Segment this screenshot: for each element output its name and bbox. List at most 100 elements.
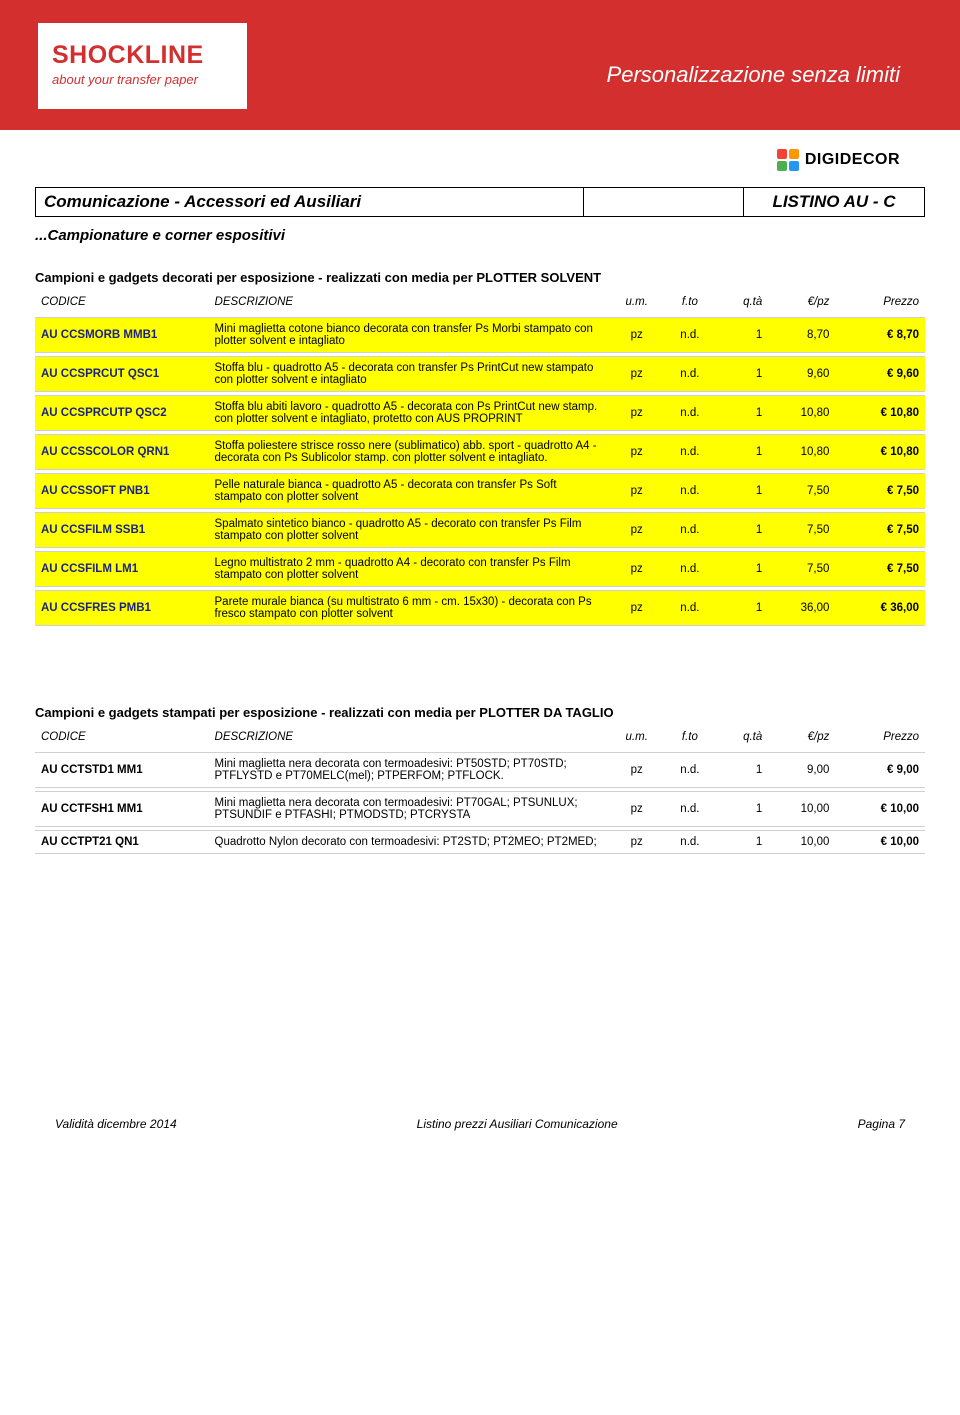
price-table-1: CODICE DESCRIZIONE u.m. f.to q.tà €/pz P… bbox=[35, 289, 925, 629]
cell-code: AU CCSPRCUTP QSC2 bbox=[35, 395, 209, 431]
cell-qta: 1 bbox=[718, 434, 768, 470]
cell-fto: n.d. bbox=[662, 791, 718, 827]
table-row: AU CCTSTD1 MM1Mini maglietta nera decora… bbox=[35, 752, 925, 788]
col-codice: CODICE bbox=[35, 292, 209, 314]
cell-desc: Mini maglietta cotone bianco decorata co… bbox=[209, 317, 612, 353]
cell-desc: Stoffa poliestere strisce rosso nere (su… bbox=[209, 434, 612, 470]
title-right: LISTINO AU - C bbox=[744, 188, 924, 216]
table-header-row: CODICE DESCRIZIONE u.m. f.to q.tà €/pz P… bbox=[35, 292, 925, 314]
col-fto: f.to bbox=[662, 292, 718, 314]
cell-prezzo: € 36,00 bbox=[835, 590, 925, 626]
cell-prezzo: € 10,80 bbox=[835, 434, 925, 470]
cell-epz: 10,00 bbox=[768, 791, 835, 827]
cell-prezzo: € 9,60 bbox=[835, 356, 925, 392]
cell-qta: 1 bbox=[718, 752, 768, 788]
cell-epz: 7,50 bbox=[768, 551, 835, 587]
cell-prezzo: € 7,50 bbox=[835, 512, 925, 548]
col-qta: q.tà bbox=[718, 292, 768, 314]
cell-qta: 1 bbox=[718, 551, 768, 587]
cell-qta: 1 bbox=[718, 473, 768, 509]
cell-desc: Parete murale bianca (su multistrato 6 m… bbox=[209, 590, 612, 626]
cell-fto: n.d. bbox=[662, 356, 718, 392]
cell-qta: 1 bbox=[718, 590, 768, 626]
cell-code: AU CCSSOFT PNB1 bbox=[35, 473, 209, 509]
cell-qta: 1 bbox=[718, 317, 768, 353]
cell-um: pz bbox=[612, 791, 662, 827]
col-um: u.m. bbox=[612, 727, 662, 749]
cell-um: pz bbox=[612, 551, 662, 587]
digidecor-row: DIGIDECOR bbox=[0, 130, 960, 181]
cell-desc: Stoffa blu abiti lavoro - quadrotto A5 -… bbox=[209, 395, 612, 431]
cell-qta: 1 bbox=[718, 791, 768, 827]
col-fto: f.to bbox=[662, 727, 718, 749]
cell-code: AU CCTFSH1 MM1 bbox=[35, 791, 209, 827]
cell-prezzo: € 8,70 bbox=[835, 317, 925, 353]
footer-left: Validità dicembre 2014 bbox=[55, 1117, 177, 1131]
digidecor-icon bbox=[777, 149, 799, 171]
cell-fto: n.d. bbox=[662, 473, 718, 509]
logo-box: SHOCKLINE about your transfer paper bbox=[35, 20, 250, 112]
col-descrizione: DESCRIZIONE bbox=[209, 727, 612, 749]
cell-code: AU CCSFILM SSB1 bbox=[35, 512, 209, 548]
cell-prezzo: € 10,00 bbox=[835, 791, 925, 827]
col-epz: €/pz bbox=[768, 292, 835, 314]
cell-epz: 9,00 bbox=[768, 752, 835, 788]
subtitle: ...Campionature e corner espositivi bbox=[35, 227, 925, 244]
cell-um: pz bbox=[612, 590, 662, 626]
cell-epz: 10,80 bbox=[768, 434, 835, 470]
table-row: AU CCSFILM LM1Legno multistrato 2 mm - q… bbox=[35, 551, 925, 587]
cell-qta: 1 bbox=[718, 395, 768, 431]
logo-subtitle: about your transfer paper bbox=[52, 72, 233, 87]
cell-code: AU CCSPRCUT QSC1 bbox=[35, 356, 209, 392]
table-row: AU CCSMORB MMB1Mini maglietta cotone bia… bbox=[35, 317, 925, 353]
cell-code: AU CCSFILM LM1 bbox=[35, 551, 209, 587]
col-codice: CODICE bbox=[35, 727, 209, 749]
cell-epz: 10,00 bbox=[768, 830, 835, 854]
cell-code: AU CCTPT21 QN1 bbox=[35, 830, 209, 854]
footer-right: Pagina 7 bbox=[858, 1117, 905, 1131]
footer-center: Listino prezzi Ausiliari Comunicazione bbox=[417, 1117, 618, 1131]
cell-um: pz bbox=[612, 434, 662, 470]
title-bar: Comunicazione - Accessori ed Ausiliari L… bbox=[35, 187, 925, 217]
title-left: Comunicazione - Accessori ed Ausiliari bbox=[36, 188, 584, 216]
cell-um: pz bbox=[612, 395, 662, 431]
digidecor-text: DIGIDECOR bbox=[805, 151, 900, 169]
table-row: AU CCSSCOLOR QRN1Stoffa poliestere stris… bbox=[35, 434, 925, 470]
price-table-2: CODICE DESCRIZIONE u.m. f.to q.tà €/pz P… bbox=[35, 724, 925, 857]
table-row: AU CCSFRES PMB1Parete murale bianca (su … bbox=[35, 590, 925, 626]
table-row: AU CCTFSH1 MM1Mini maglietta nera decora… bbox=[35, 791, 925, 827]
cell-desc: Mini maglietta nera decorata con termoad… bbox=[209, 752, 612, 788]
cell-epz: 8,70 bbox=[768, 317, 835, 353]
section1-title: Campioni e gadgets decorati per esposizi… bbox=[35, 270, 925, 285]
cell-desc: Spalmato sintetico bianco - quadrotto A5… bbox=[209, 512, 612, 548]
cell-prezzo: € 7,50 bbox=[835, 551, 925, 587]
footer: Validità dicembre 2014 Listino prezzi Au… bbox=[0, 857, 960, 1151]
cell-prezzo: € 7,50 bbox=[835, 473, 925, 509]
cell-qta: 1 bbox=[718, 512, 768, 548]
table-row: AU CCSPRCUTP QSC2Stoffa blu abiti lavoro… bbox=[35, 395, 925, 431]
cell-epz: 7,50 bbox=[768, 512, 835, 548]
cell-fto: n.d. bbox=[662, 590, 718, 626]
section2-title: Campioni e gadgets stampati per esposizi… bbox=[35, 705, 925, 720]
cell-epz: 10,80 bbox=[768, 395, 835, 431]
logo-main: SHOCKLINE bbox=[52, 41, 233, 70]
col-epz: €/pz bbox=[768, 727, 835, 749]
cell-code: AU CCTSTD1 MM1 bbox=[35, 752, 209, 788]
cell-um: pz bbox=[612, 473, 662, 509]
table-header-row: CODICE DESCRIZIONE u.m. f.to q.tà €/pz P… bbox=[35, 727, 925, 749]
cell-desc: Legno multistrato 2 mm - quadrotto A4 - … bbox=[209, 551, 612, 587]
cell-prezzo: € 9,00 bbox=[835, 752, 925, 788]
col-prezzo: Prezzo bbox=[835, 727, 925, 749]
cell-epz: 9,60 bbox=[768, 356, 835, 392]
cell-um: pz bbox=[612, 356, 662, 392]
col-qta: q.tà bbox=[718, 727, 768, 749]
cell-um: pz bbox=[612, 512, 662, 548]
content: Comunicazione - Accessori ed Ausiliari L… bbox=[0, 187, 960, 857]
table-row: AU CCSSOFT PNB1Pelle naturale bianca - q… bbox=[35, 473, 925, 509]
cell-um: pz bbox=[612, 317, 662, 353]
cell-fto: n.d. bbox=[662, 830, 718, 854]
cell-fto: n.d. bbox=[662, 752, 718, 788]
table-row: AU CCSFILM SSB1Spalmato sintetico bianco… bbox=[35, 512, 925, 548]
cell-desc: Quadrotto Nylon decorato con termoadesiv… bbox=[209, 830, 612, 854]
cell-fto: n.d. bbox=[662, 395, 718, 431]
